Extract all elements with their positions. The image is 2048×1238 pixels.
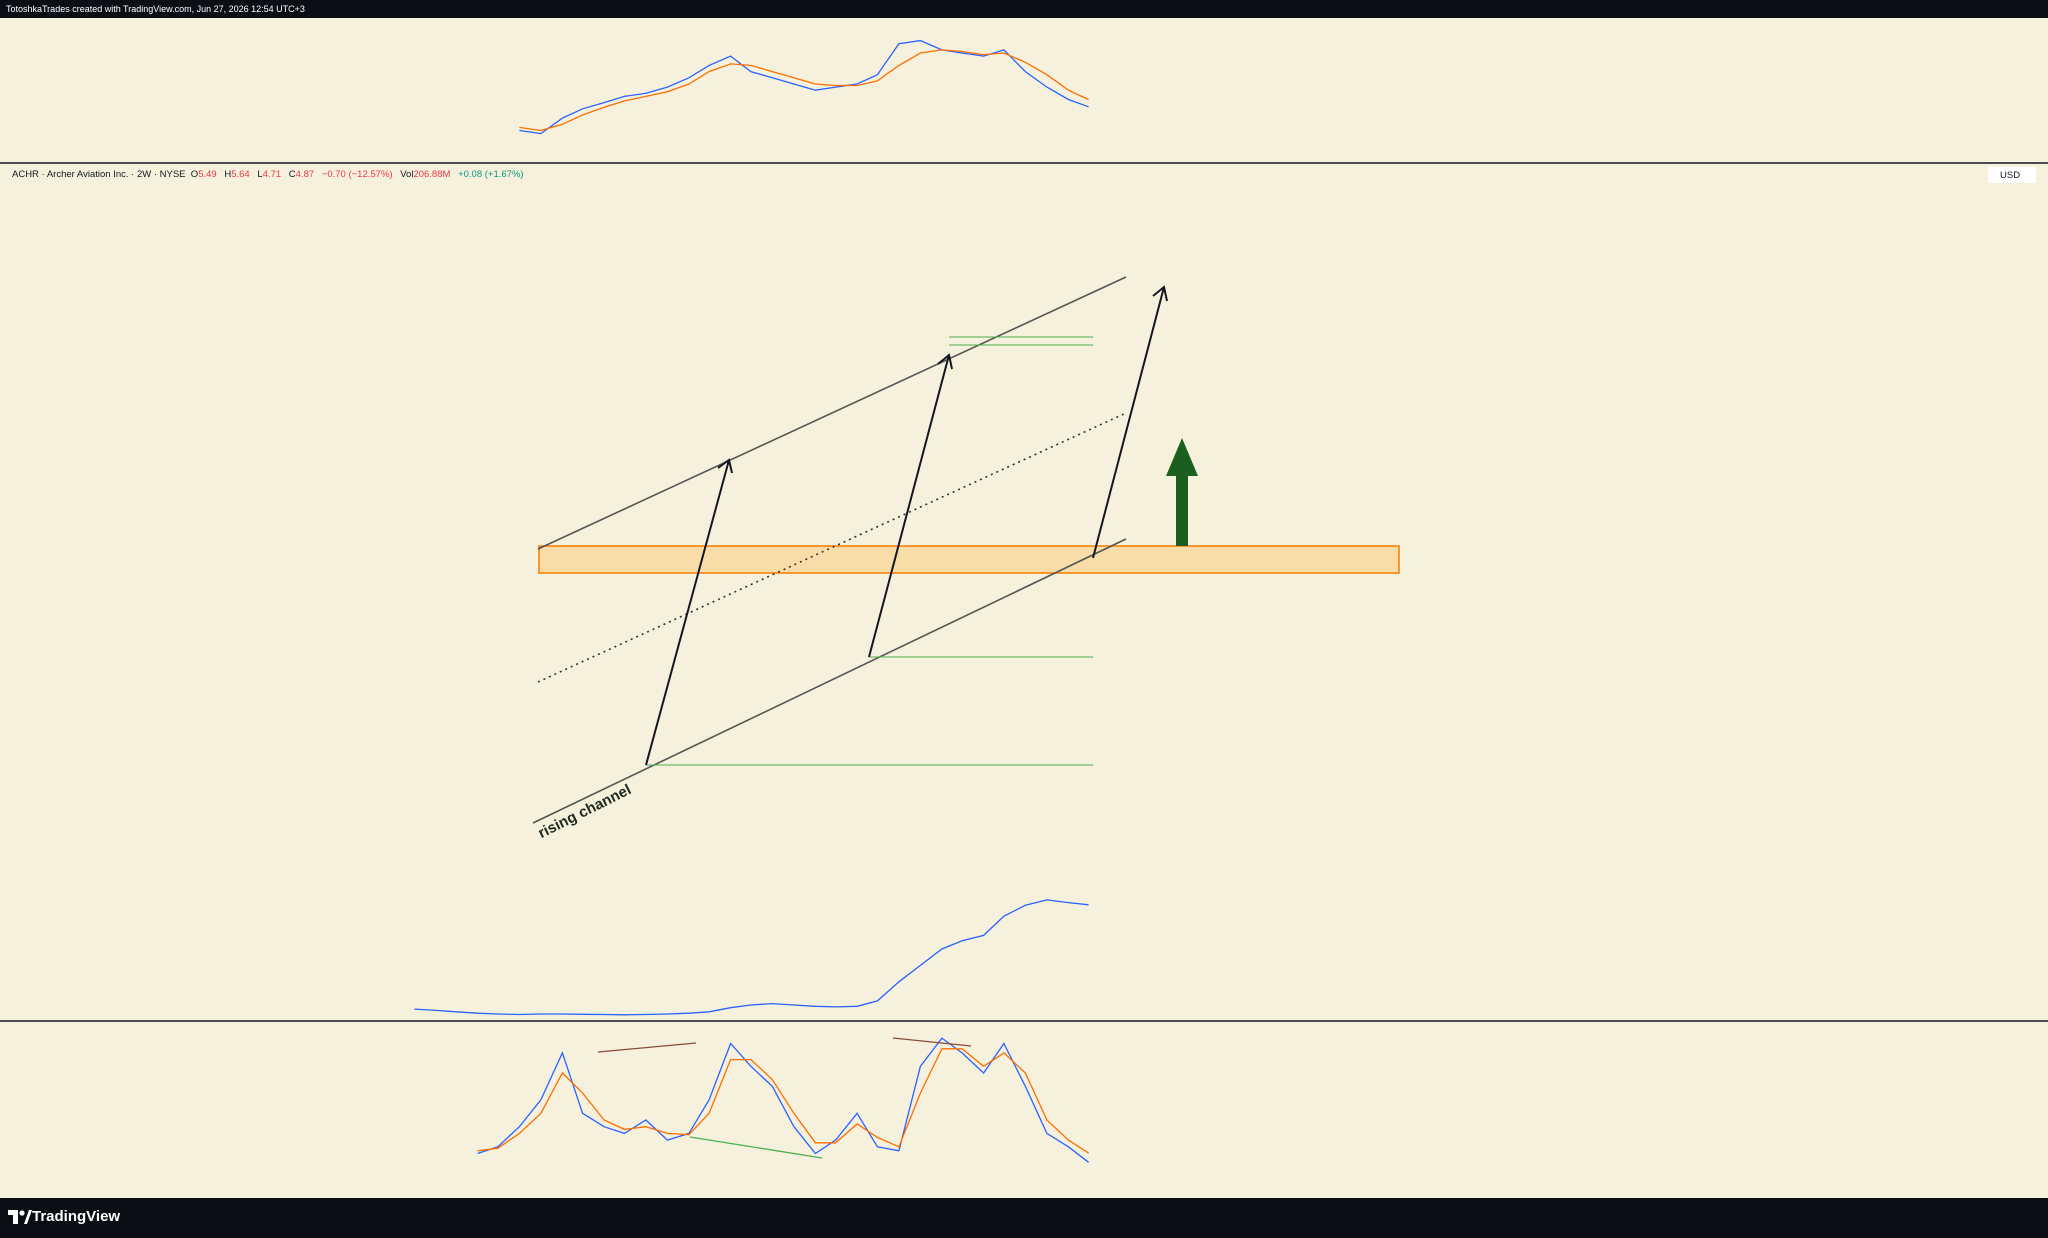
legend-key: L: [257, 169, 263, 180]
channel-upper: [537, 276, 1127, 550]
arrow: [645, 458, 733, 766]
marks: [414, 39, 1089, 1163]
logo-part: [19, 1210, 25, 1216]
legend-value: 5.49: [198, 169, 217, 180]
support-zone: [538, 545, 1400, 574]
header: TotoshkaTrades created with TradingView.…: [0, 0, 2048, 18]
drawings: [532, 276, 1400, 1159]
up-arrow: [1166, 438, 1198, 546]
footer: TradingView: [0, 1198, 2048, 1238]
divergence-line: [597, 1042, 697, 1053]
legend-key: C: [288, 169, 296, 180]
divergence-line: [689, 1136, 823, 1159]
legend-key: Vol: [400, 169, 414, 180]
volume-ma: [414, 899, 1089, 1016]
legend-volume-change: +0.08 (+1.67%): [458, 169, 524, 180]
legend-key: H: [224, 169, 232, 180]
currency: USD: [2000, 170, 2020, 181]
oscillator-line: [477, 1037, 1089, 1163]
arrow: [868, 353, 953, 658]
currency-box: [1988, 167, 2036, 183]
channel-lower: [532, 538, 1127, 824]
legend-value: 4.71: [262, 169, 282, 180]
logo: [8, 1210, 32, 1224]
legend: ACHR · Archer Aviation Inc. · 2W · NYSE …: [12, 169, 524, 180]
divergence-line: [892, 1037, 972, 1047]
oscillator-line: [477, 1048, 1089, 1154]
arrows: [645, 285, 1168, 766]
legend-key: O: [190, 169, 199, 180]
logo-part: [8, 1210, 18, 1224]
macd-line: [519, 39, 1089, 135]
symbol: ACHR · Archer Aviation Inc. · 2W · NYSE: [12, 169, 186, 180]
signal-line: [519, 49, 1089, 132]
legend-value: 5.64: [231, 169, 250, 180]
legend-volume: 206.88M: [413, 169, 451, 180]
arrow: [1092, 285, 1168, 559]
brand: TradingView: [32, 1208, 121, 1225]
legend-change: −0.70 (−12.57%): [321, 169, 393, 180]
legend-value: 4.87: [295, 169, 315, 180]
logo-part: [24, 1210, 32, 1224]
